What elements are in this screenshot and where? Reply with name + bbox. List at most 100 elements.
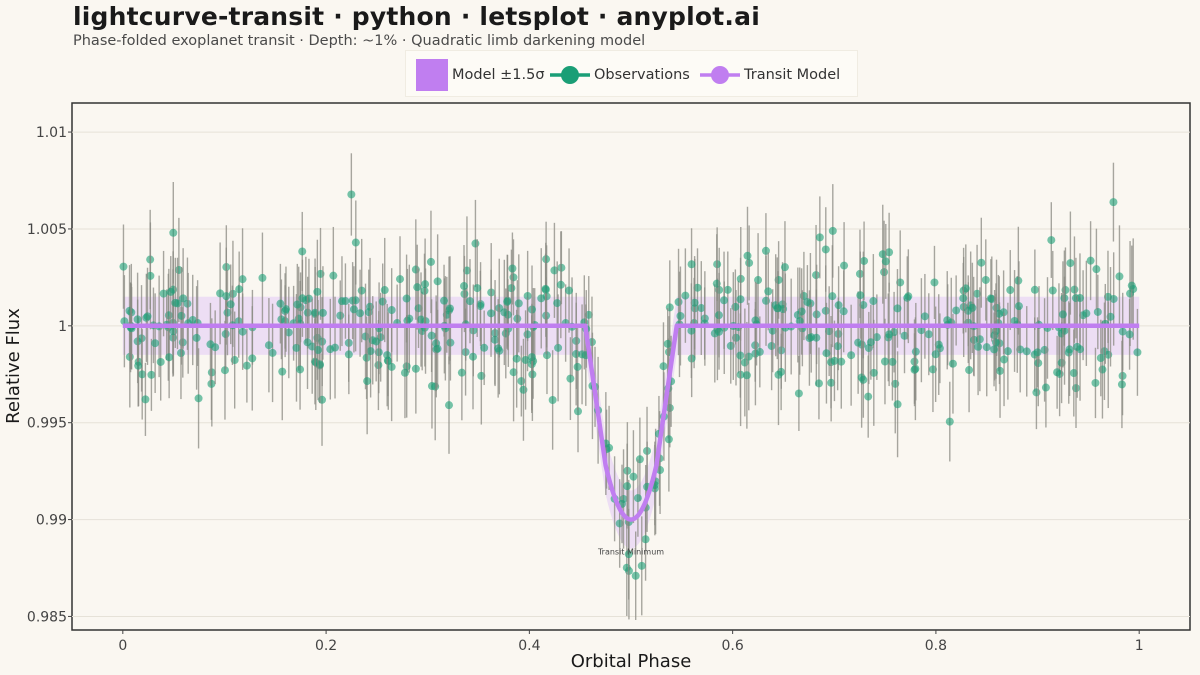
observation-point (281, 305, 290, 314)
observation-point (296, 365, 305, 374)
observation-point (313, 346, 322, 355)
observation-point (834, 301, 843, 310)
observation-point (859, 300, 868, 309)
observation-point (681, 291, 690, 300)
observation-point (565, 286, 574, 295)
observation-point (1032, 388, 1041, 397)
observation-point (888, 357, 897, 366)
observation-point (248, 354, 257, 363)
observation-point (736, 295, 745, 304)
observation-point (1034, 359, 1043, 368)
observation-point (774, 370, 783, 379)
observation-point (805, 334, 814, 343)
observation-point (238, 327, 247, 336)
observation-point (440, 296, 449, 305)
observation-point (223, 308, 232, 317)
plot-panel-border (71, 102, 1191, 631)
observation-point (893, 304, 902, 313)
observation-point (1047, 236, 1056, 245)
observation-point (715, 327, 724, 336)
observation-point (1073, 342, 1082, 351)
observation-point (413, 283, 422, 292)
observation-point (192, 333, 201, 342)
observation-point (720, 296, 729, 305)
observation-point (1016, 345, 1025, 354)
observation-point (663, 339, 672, 348)
observation-point (264, 341, 273, 350)
observation-point (943, 316, 952, 325)
observation-point (745, 258, 754, 267)
observation-point (292, 343, 301, 352)
observation-point (523, 291, 532, 300)
observation-point (828, 292, 837, 301)
observation-point (751, 316, 760, 325)
observation-point (975, 335, 984, 344)
observation-point (1098, 365, 1107, 374)
observation-point (780, 263, 789, 272)
observation-point (911, 347, 920, 356)
observation-point (556, 280, 565, 289)
observation-point (427, 331, 436, 340)
observation-point (326, 345, 335, 354)
observation-point (828, 226, 837, 235)
observation-point (226, 300, 235, 309)
observation-point (965, 366, 974, 375)
observation-point (134, 361, 143, 370)
observation-point (278, 367, 287, 376)
observation-point (165, 353, 174, 362)
observation-point (821, 245, 830, 254)
observation-point (357, 286, 366, 295)
observation-point (1086, 256, 1095, 265)
observation-point (968, 303, 977, 312)
observation-point (457, 368, 466, 377)
observation-point (674, 297, 683, 306)
observation-point (509, 273, 518, 282)
observation-point (1109, 198, 1118, 207)
observation-point (866, 338, 875, 347)
observation-point (194, 394, 203, 403)
observation-point (948, 359, 957, 368)
observation-point (931, 350, 940, 359)
observation-point (736, 351, 745, 360)
observation-point (797, 307, 806, 316)
observation-point (742, 371, 751, 380)
observation-point (508, 264, 517, 273)
observation-point (446, 304, 455, 313)
x-tick-label-3: 0.6 (722, 638, 744, 654)
observation-point (329, 271, 338, 280)
observation-point (1065, 345, 1074, 354)
observation-point (553, 299, 562, 308)
observation-point (220, 366, 229, 375)
legend-band-swatch-icon (416, 58, 448, 91)
observation-point (171, 298, 180, 307)
observation-point (151, 339, 160, 348)
observation-point (991, 338, 1000, 347)
observation-point (125, 306, 134, 315)
observation-point (550, 266, 559, 275)
observation-point (460, 282, 469, 291)
observation-point (1075, 294, 1084, 303)
observation-point (1115, 272, 1124, 281)
legend-label-model-band: Model ±1.5σ (452, 66, 545, 83)
observation-point (1133, 348, 1142, 357)
observation-point (930, 278, 939, 287)
observation-point (433, 344, 442, 353)
observation-point (878, 250, 887, 259)
observation-point (665, 303, 674, 312)
observation-point (1127, 281, 1136, 290)
observation-point (574, 407, 583, 416)
observation-point (815, 233, 824, 242)
observation-point (216, 289, 225, 298)
observation-point (336, 311, 345, 320)
observation-point (284, 328, 293, 337)
y-axis-ticks: 0.985 0.99 0.995 1 1.005 1.01 (27, 125, 72, 625)
observation-point (363, 377, 372, 386)
observation-point (881, 257, 890, 266)
observation-point (1000, 355, 1009, 364)
observation-point (554, 343, 563, 352)
observation-point (987, 295, 996, 304)
observation-point (740, 358, 749, 367)
observation-point (1096, 353, 1105, 362)
observation-point (207, 379, 216, 388)
observation-point (885, 330, 894, 339)
